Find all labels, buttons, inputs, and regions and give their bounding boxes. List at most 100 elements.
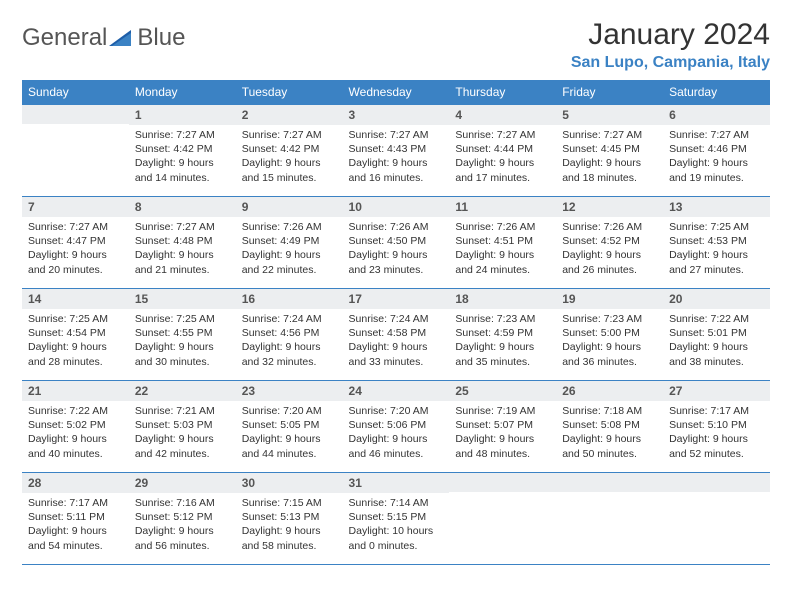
day-number (22, 105, 129, 124)
day-number: 14 (22, 289, 129, 309)
day-number: 22 (129, 381, 236, 401)
brand-triangle-icon (109, 28, 135, 48)
calendar-cell: 15Sunrise: 7:25 AMSunset: 4:55 PMDayligh… (129, 289, 236, 381)
day-number: 15 (129, 289, 236, 309)
calendar-cell: 17Sunrise: 7:24 AMSunset: 4:58 PMDayligh… (343, 289, 450, 381)
day-detail: Sunrise: 7:21 AMSunset: 5:03 PMDaylight:… (129, 401, 236, 467)
sunset-text: Sunset: 5:12 PM (135, 510, 230, 524)
day-detail: Sunrise: 7:27 AMSunset: 4:48 PMDaylight:… (129, 217, 236, 283)
sunset-text: Sunset: 5:06 PM (349, 418, 444, 432)
daylight-text: Daylight: 9 hours and 33 minutes. (349, 340, 444, 368)
sunset-text: Sunset: 5:03 PM (135, 418, 230, 432)
calendar-week-row: 28Sunrise: 7:17 AMSunset: 5:11 PMDayligh… (22, 473, 770, 565)
day-detail: Sunrise: 7:27 AMSunset: 4:42 PMDaylight:… (236, 125, 343, 191)
calendar-cell: 25Sunrise: 7:19 AMSunset: 5:07 PMDayligh… (449, 381, 556, 473)
daylight-text: Daylight: 9 hours and 26 minutes. (562, 248, 657, 276)
daylight-text: Daylight: 9 hours and 20 minutes. (28, 248, 123, 276)
daylight-text: Daylight: 9 hours and 24 minutes. (455, 248, 550, 276)
calendar-cell: 26Sunrise: 7:18 AMSunset: 5:08 PMDayligh… (556, 381, 663, 473)
sunrise-text: Sunrise: 7:24 AM (349, 312, 444, 326)
daylight-text: Daylight: 9 hours and 27 minutes. (669, 248, 764, 276)
weekday-header: Thursday (449, 80, 556, 105)
sunrise-text: Sunrise: 7:26 AM (455, 220, 550, 234)
calendar-body: 1Sunrise: 7:27 AMSunset: 4:42 PMDaylight… (22, 105, 770, 565)
location: San Lupo, Campania, Italy (571, 54, 770, 72)
weekday-header: Saturday (663, 80, 770, 105)
sunrise-text: Sunrise: 7:26 AM (242, 220, 337, 234)
day-detail: Sunrise: 7:15 AMSunset: 5:13 PMDaylight:… (236, 493, 343, 559)
day-detail: Sunrise: 7:27 AMSunset: 4:43 PMDaylight:… (343, 125, 450, 191)
calendar-cell: 13Sunrise: 7:25 AMSunset: 4:53 PMDayligh… (663, 197, 770, 289)
day-number: 10 (343, 197, 450, 217)
calendar-cell: 2Sunrise: 7:27 AMSunset: 4:42 PMDaylight… (236, 105, 343, 197)
sunrise-text: Sunrise: 7:27 AM (135, 220, 230, 234)
weekday-header: Wednesday (343, 80, 450, 105)
day-number: 4 (449, 105, 556, 125)
sunrise-text: Sunrise: 7:27 AM (562, 128, 657, 142)
day-number: 30 (236, 473, 343, 493)
day-number: 18 (449, 289, 556, 309)
sunset-text: Sunset: 4:43 PM (349, 142, 444, 156)
day-detail: Sunrise: 7:25 AMSunset: 4:53 PMDaylight:… (663, 217, 770, 283)
sunset-text: Sunset: 4:48 PM (135, 234, 230, 248)
sunrise-text: Sunrise: 7:27 AM (28, 220, 123, 234)
calendar-cell: 24Sunrise: 7:20 AMSunset: 5:06 PMDayligh… (343, 381, 450, 473)
sunrise-text: Sunrise: 7:26 AM (349, 220, 444, 234)
day-detail: Sunrise: 7:27 AMSunset: 4:46 PMDaylight:… (663, 125, 770, 191)
daylight-text: Daylight: 9 hours and 30 minutes. (135, 340, 230, 368)
calendar-cell: 22Sunrise: 7:21 AMSunset: 5:03 PMDayligh… (129, 381, 236, 473)
weekday-header: Tuesday (236, 80, 343, 105)
sunrise-text: Sunrise: 7:23 AM (455, 312, 550, 326)
sunset-text: Sunset: 5:02 PM (28, 418, 123, 432)
calendar-cell (663, 473, 770, 565)
sunset-text: Sunset: 4:52 PM (562, 234, 657, 248)
day-detail: Sunrise: 7:17 AMSunset: 5:10 PMDaylight:… (663, 401, 770, 467)
day-detail: Sunrise: 7:26 AMSunset: 4:50 PMDaylight:… (343, 217, 450, 283)
calendar-cell: 31Sunrise: 7:14 AMSunset: 5:15 PMDayligh… (343, 473, 450, 565)
sunset-text: Sunset: 4:55 PM (135, 326, 230, 340)
brand-word2: Blue (137, 24, 185, 52)
day-detail: Sunrise: 7:19 AMSunset: 5:07 PMDaylight:… (449, 401, 556, 467)
sunset-text: Sunset: 5:13 PM (242, 510, 337, 524)
sunset-text: Sunset: 5:07 PM (455, 418, 550, 432)
day-number: 24 (343, 381, 450, 401)
daylight-text: Daylight: 9 hours and 23 minutes. (349, 248, 444, 276)
daylight-text: Daylight: 9 hours and 28 minutes. (28, 340, 123, 368)
sunrise-text: Sunrise: 7:24 AM (242, 312, 337, 326)
day-number: 16 (236, 289, 343, 309)
day-number: 11 (449, 197, 556, 217)
sunset-text: Sunset: 4:42 PM (135, 142, 230, 156)
sunrise-text: Sunrise: 7:26 AM (562, 220, 657, 234)
calendar-cell: 4Sunrise: 7:27 AMSunset: 4:44 PMDaylight… (449, 105, 556, 197)
daylight-text: Daylight: 9 hours and 35 minutes. (455, 340, 550, 368)
calendar-cell: 27Sunrise: 7:17 AMSunset: 5:10 PMDayligh… (663, 381, 770, 473)
day-detail: Sunrise: 7:27 AMSunset: 4:45 PMDaylight:… (556, 125, 663, 191)
sunrise-text: Sunrise: 7:22 AM (669, 312, 764, 326)
sunrise-text: Sunrise: 7:27 AM (135, 128, 230, 142)
calendar-week-row: 1Sunrise: 7:27 AMSunset: 4:42 PMDaylight… (22, 105, 770, 197)
day-detail: Sunrise: 7:26 AMSunset: 4:49 PMDaylight:… (236, 217, 343, 283)
sunrise-text: Sunrise: 7:20 AM (242, 404, 337, 418)
sunset-text: Sunset: 5:15 PM (349, 510, 444, 524)
day-detail: Sunrise: 7:20 AMSunset: 5:05 PMDaylight:… (236, 401, 343, 467)
sunset-text: Sunset: 5:05 PM (242, 418, 337, 432)
day-number: 8 (129, 197, 236, 217)
day-number: 21 (22, 381, 129, 401)
daylight-text: Daylight: 9 hours and 52 minutes. (669, 432, 764, 460)
sunset-text: Sunset: 5:01 PM (669, 326, 764, 340)
daylight-text: Daylight: 9 hours and 50 minutes. (562, 432, 657, 460)
daylight-text: Daylight: 9 hours and 22 minutes. (242, 248, 337, 276)
day-detail: Sunrise: 7:25 AMSunset: 4:55 PMDaylight:… (129, 309, 236, 375)
sunset-text: Sunset: 5:10 PM (669, 418, 764, 432)
day-number: 2 (236, 105, 343, 125)
sunset-text: Sunset: 4:49 PM (242, 234, 337, 248)
daylight-text: Daylight: 9 hours and 48 minutes. (455, 432, 550, 460)
sunrise-text: Sunrise: 7:18 AM (562, 404, 657, 418)
calendar-cell: 10Sunrise: 7:26 AMSunset: 4:50 PMDayligh… (343, 197, 450, 289)
sunset-text: Sunset: 4:47 PM (28, 234, 123, 248)
calendar-cell: 7Sunrise: 7:27 AMSunset: 4:47 PMDaylight… (22, 197, 129, 289)
sunrise-text: Sunrise: 7:27 AM (669, 128, 764, 142)
sunrise-text: Sunrise: 7:22 AM (28, 404, 123, 418)
sunset-text: Sunset: 4:45 PM (562, 142, 657, 156)
sunrise-text: Sunrise: 7:25 AM (135, 312, 230, 326)
